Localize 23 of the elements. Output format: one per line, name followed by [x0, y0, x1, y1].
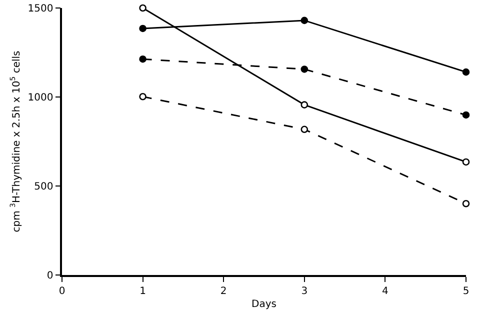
x-tick-label: 4 [382, 286, 388, 297]
x-axis-title: Days [252, 298, 276, 310]
x-tick-label: 2 [220, 286, 227, 297]
x-tick-label: 3 [301, 286, 308, 297]
x-tick-label: 1 [140, 286, 146, 297]
point [300, 16, 308, 24]
x-tick-label: 0 [58, 286, 66, 297]
y-tick-label: 1500 [28, 4, 54, 14]
point [462, 68, 470, 76]
y-tick-label: 500 [34, 182, 54, 192]
point [462, 158, 470, 166]
point [300, 66, 308, 73]
point [139, 24, 146, 32]
point [139, 4, 146, 12]
point [300, 101, 308, 108]
point [139, 55, 146, 63]
y-tick-label: 1000 [28, 92, 54, 104]
point [462, 200, 470, 208]
point [300, 126, 308, 134]
y-tick-label: 0 [46, 270, 54, 282]
point [139, 92, 146, 100]
point [462, 111, 470, 119]
x-tick-label: 5 [462, 286, 470, 297]
